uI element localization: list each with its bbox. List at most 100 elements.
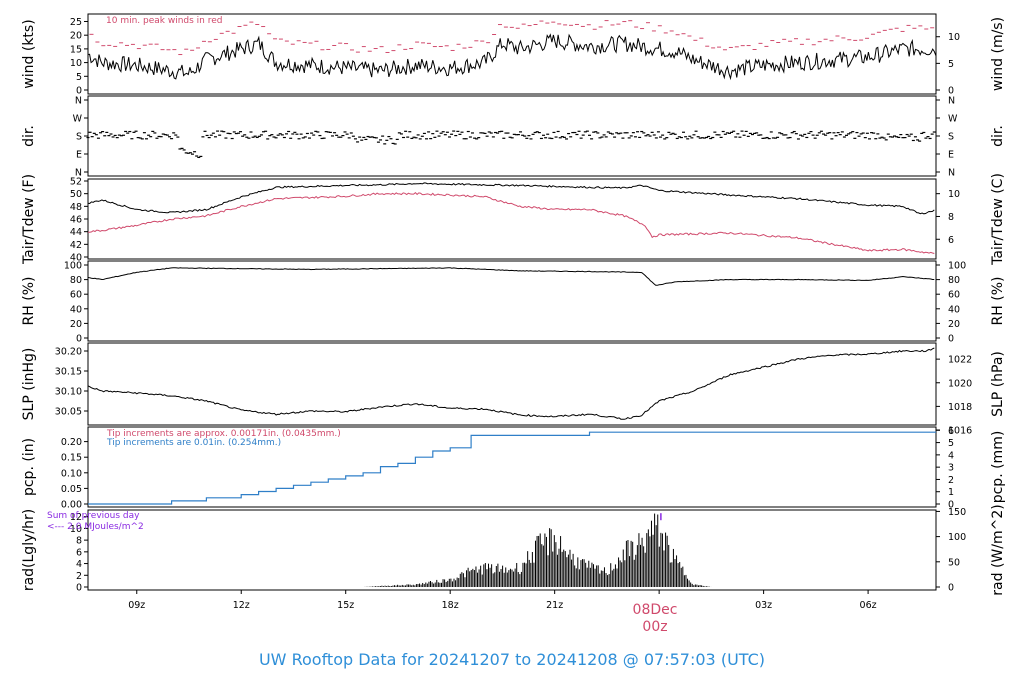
dir-right-tick-label: N (948, 96, 955, 107)
x-tick-label: 15z (337, 600, 354, 611)
sea-level-pressure-line (87, 347, 935, 420)
rad-left-tick-label: 10 (70, 524, 82, 535)
wind-peak-note: 10 min. peak winds in red (106, 16, 223, 26)
wind-series (87, 20, 937, 81)
dir-right-tick-label: N (948, 168, 955, 179)
dir-left-label: dir. (21, 125, 37, 147)
dir-right-label: dir. (990, 125, 1006, 147)
slp-right-label: SLP (hPa) (990, 351, 1006, 417)
rh-left-tick-label: 60 (70, 290, 82, 301)
pcp-right-tick-label: 2 (948, 475, 954, 486)
dir-panel-frame (87, 95, 937, 177)
pcp-right-tick-label: 3 (948, 463, 954, 474)
wind-left-label: wind (kts) (21, 19, 37, 88)
temp-left-tick-label: 46 (70, 215, 82, 226)
wind-left-tick-label: 5 (76, 72, 82, 83)
rh-panel-frame (87, 260, 937, 342)
rad-left-tick-label: 0 (76, 583, 82, 594)
slp-series (87, 347, 935, 420)
chart-footer-title: UW Rooftop Data for 20241207 to 20241208… (259, 650, 765, 669)
slp-right-tick-label: 1020 (948, 378, 972, 389)
rad-left-label: rad(Lgly/hr) (21, 509, 37, 591)
pcp-note-blue: Tip increments are 0.01in. (0.254mm.) (106, 438, 281, 448)
temp-right-tick-label: 6 (948, 235, 954, 246)
temp-panel-frame (87, 178, 937, 260)
rad-right-tick-label: 0 (948, 583, 954, 594)
rh-right-label: RH (%) (990, 277, 1006, 326)
relative-humidity-line (87, 267, 935, 286)
wind-right-tick-label: 0 (948, 86, 954, 97)
dir-left-tick-label: E (76, 150, 82, 161)
temp-left-tick-label: 52 (70, 177, 82, 188)
slp-left-tick-label: 30.05 (55, 407, 82, 418)
rh-series (87, 267, 935, 286)
radiation-series (364, 513, 712, 587)
temp-left-tick-label: 40 (70, 253, 82, 264)
rh-left-tick-label: 80 (70, 275, 82, 286)
rh-right-tick-label: 40 (948, 304, 960, 315)
dir-left-tick-label: S (76, 132, 82, 143)
date-marker-date: 08Dec (633, 602, 678, 618)
rad-left-tick-label: 4 (76, 559, 82, 570)
pcp-right-tick-label: 0 (948, 500, 954, 511)
rh-right-tick-label: 0 (948, 334, 954, 345)
temp-left-tick-label: 50 (70, 189, 82, 200)
rad-right-tick-label: 100 (948, 532, 966, 543)
rh-left-tick-label: 40 (70, 304, 82, 315)
rh-left-label: RH (%) (21, 277, 37, 326)
pcp-right-tick-label: 4 (948, 450, 954, 461)
rad-left-tick-label: 8 (76, 536, 82, 547)
wind-right-tick-label: 10 (948, 32, 960, 43)
slp-right-tick-label: 1022 (948, 355, 972, 366)
rad-right-tick-label: 150 (948, 507, 966, 518)
wind-left-tick-label: 25 (70, 17, 82, 28)
x-tick-label: 03z (755, 600, 772, 611)
pcp-left-tick-label: 0.00 (61, 500, 82, 511)
dir-right-tick-label: W (948, 114, 958, 125)
dir-left-tick-label: W (73, 114, 83, 125)
temp-left-tick-label: 44 (70, 227, 82, 238)
pcp-left-tick-label: 0.15 (61, 453, 82, 464)
wind-speed-line (87, 33, 937, 81)
rad-left-tick-label: 6 (76, 547, 82, 558)
pcp-right-tick-label: 5 (948, 438, 954, 449)
x-tick-label: 18z (442, 600, 459, 611)
pcp-left-tick-label: 0.20 (61, 437, 82, 448)
rh-left-tick-label: 100 (64, 261, 82, 272)
x-tick-label: 12z (233, 600, 250, 611)
axis-ticks: 05101520250510NESWNNESWN4042444648505268… (55, 17, 972, 611)
rad-left-tick-label: 2 (76, 571, 82, 582)
slp-left-tick-label: 30.10 (55, 387, 82, 398)
slp-left-tick-label: 30.15 (55, 367, 82, 378)
pcp-left-tick-label: 0.10 (61, 468, 82, 479)
air-temperature-line (87, 182, 935, 215)
temp-right-tick-label: 10 (948, 189, 960, 200)
pcp-left-label: pcp. (in) (21, 438, 37, 496)
rh-right-tick-label: 60 (948, 290, 960, 301)
temp-left-tick-label: 48 (70, 202, 82, 213)
rad-sum-line1: Sum of previous day (47, 511, 140, 521)
rh-right-tick-label: 20 (948, 319, 960, 330)
slp-right-tick-label: 1018 (948, 402, 972, 413)
wind-right-label: wind (m/s) (990, 17, 1006, 91)
pcp-left-tick-label: 0.05 (61, 484, 82, 495)
rh-left-tick-label: 0 (76, 334, 82, 345)
slp-left-label: SLP (inHg) (21, 348, 37, 421)
temp-right-label: Tair/Tdew (C) (990, 173, 1006, 266)
dir-left-tick-label: N (75, 168, 82, 179)
slp-panel-frame (87, 342, 937, 426)
temperature-series (87, 182, 935, 254)
rad-right-tick-label: 50 (948, 557, 960, 568)
slp-right-tick-label: 1016 (948, 426, 972, 437)
x-tick-label: 09z (128, 600, 145, 611)
slp-left-tick-label: 30.20 (55, 347, 82, 358)
dir-right-tick-label: S (948, 132, 954, 143)
pcp-right-tick-label: 1 (948, 487, 954, 498)
wind-left-tick-label: 20 (70, 31, 82, 42)
rh-right-tick-label: 100 (948, 261, 966, 272)
dir-left-tick-label: N (75, 96, 82, 107)
date-marker-time: 00z (642, 619, 667, 635)
pcp-note-red: Tip increments are approx. 0.00171in. (0… (106, 429, 341, 439)
precip-series (88, 431, 936, 505)
